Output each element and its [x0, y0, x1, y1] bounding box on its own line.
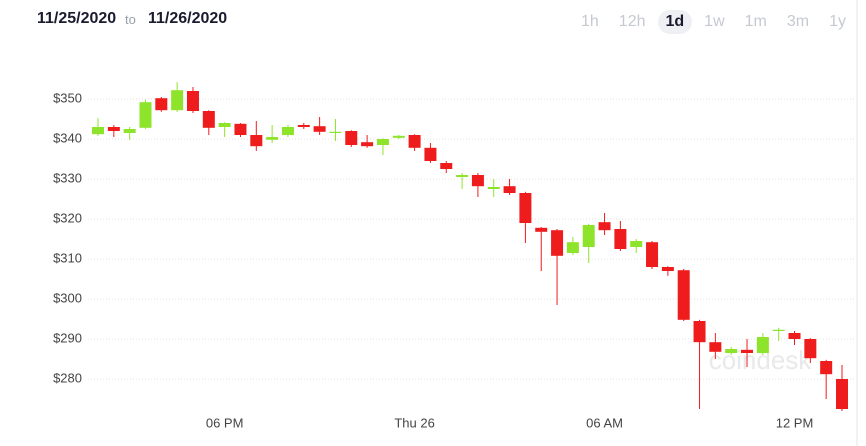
- candle-body: [487, 187, 500, 189]
- candle-body: [171, 90, 184, 111]
- candle-body: [297, 125, 310, 127]
- y-tick-label: $280: [53, 370, 82, 385]
- candle-body: [266, 137, 279, 140]
- candle-body: [202, 111, 215, 128]
- candle-body: [582, 225, 595, 247]
- candle-body: [107, 127, 120, 131]
- candle-body: [471, 175, 484, 187]
- candle-body: [804, 339, 817, 359]
- candle-body: [440, 163, 453, 169]
- candle-body: [709, 342, 722, 352]
- candle-body: [566, 242, 579, 253]
- candle-body: [123, 129, 136, 133]
- range-button[interactable]: 1w: [704, 13, 725, 30]
- candle-body: [186, 91, 199, 111]
- candle-body: [661, 267, 674, 271]
- candle-body: [693, 321, 706, 343]
- y-tick-label: $350: [53, 90, 82, 105]
- candle-body: [424, 147, 437, 161]
- candle-body: [725, 349, 738, 353]
- date-from[interactable]: 11/25/2020: [37, 10, 117, 27]
- candle-body: [820, 361, 833, 375]
- range-selector: 1h 12h 1d 1w 1m 3m 1y: [573, 10, 854, 34]
- candle-body: [155, 98, 168, 111]
- candle-body: [139, 102, 152, 128]
- range-button[interactable]: 12h: [618, 13, 646, 30]
- candle-body: [630, 241, 643, 247]
- candle-body: [345, 131, 358, 145]
- candle-body: [677, 270, 690, 320]
- candle-body: [535, 227, 548, 232]
- candle-body: [519, 193, 532, 223]
- candle-body: [392, 135, 405, 138]
- candle-body: [92, 127, 104, 135]
- candle-body: [376, 139, 389, 145]
- range-button[interactable]: 1d: [657, 10, 693, 34]
- candle-body: [313, 126, 326, 132]
- candle-body: [281, 127, 294, 135]
- candle-body: [503, 186, 516, 193]
- candle-body: [836, 379, 848, 409]
- y-tick-label: $300: [53, 290, 82, 305]
- candle-body: [329, 131, 342, 133]
- date-separator: to: [125, 12, 136, 27]
- candle-body: [250, 135, 263, 147]
- candle-body: [756, 337, 769, 353]
- x-tick-label: Thu 26: [394, 415, 434, 430]
- range-button[interactable]: 1y: [829, 13, 846, 30]
- candle-body: [361, 142, 374, 147]
- range-button[interactable]: 1m: [744, 13, 767, 30]
- y-tick-label: $290: [53, 330, 82, 345]
- candle-body: [551, 230, 564, 256]
- y-tick-label: $340: [53, 130, 82, 145]
- date-to[interactable]: 11/26/2020: [148, 10, 228, 27]
- candle-body: [614, 229, 627, 249]
- candle-body: [456, 175, 469, 177]
- y-tick-label: $310: [53, 250, 82, 265]
- candle-body: [788, 333, 801, 339]
- candle-body: [598, 222, 611, 231]
- x-tick-label: 06 PM: [206, 415, 244, 430]
- candle-body: [234, 123, 247, 135]
- candle-body: [646, 242, 659, 267]
- y-tick-label: $320: [53, 210, 82, 225]
- candle-body: [741, 349, 754, 353]
- candle-body: [218, 123, 231, 127]
- x-tick-label: 06 AM: [586, 415, 623, 430]
- candle-body: [408, 135, 421, 148]
- range-button[interactable]: 1h: [581, 13, 599, 30]
- range-button[interactable]: 3m: [786, 13, 810, 30]
- candle-body: [772, 329, 785, 331]
- y-tick-label: $330: [53, 170, 82, 185]
- x-tick-label: 12 PM: [776, 415, 814, 430]
